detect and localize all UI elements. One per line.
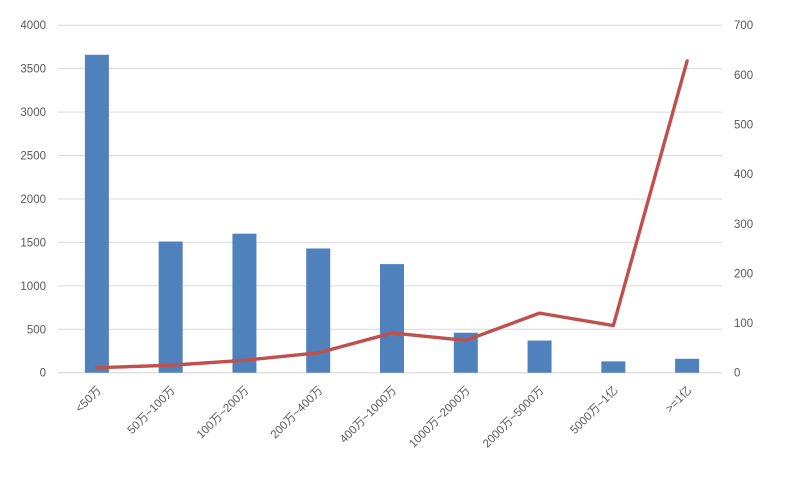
right-axis-tick-label: 300 [734,219,753,231]
right-axis-tick-label: 600 [734,70,753,82]
left-axis-tick-label: 3000 [20,107,46,119]
x-axis-category-label: 50万~100万 [126,385,178,437]
left-axis-tick-label: 3500 [20,64,46,76]
left-axis-tick-label: 2000 [20,194,46,206]
x-axis-category-label: 100万~200万 [195,385,252,442]
bar [675,358,700,373]
bar [380,264,404,373]
left-axis-tick-label: 500 [27,324,46,336]
bar [527,340,552,373]
trend-line [95,59,689,370]
left-axis-tick-label: 0 [40,368,46,380]
bar [84,54,109,373]
x-axis-category-label: <50万 [74,385,104,415]
bar [158,241,183,373]
right-axis-tick-label: 100 [734,318,753,330]
x-axis-category-label: 5000万~1亿 [568,384,621,437]
left-axis-tick-label: 1500 [20,237,46,249]
x-axis-category-label: 1000万~2000万 [407,385,473,451]
x-axis-category-label: >=1亿 [663,384,694,415]
left-axis-tick-label: 1000 [20,281,46,293]
left-axis-tick-label: 4000 [20,20,46,32]
right-axis-tick-label: 200 [734,268,753,280]
x-axis-category-label: 400万~1000万 [338,385,399,446]
right-axis-tick-label: 500 [734,119,753,131]
x-axis-category-label: 2000万~5000万 [481,385,547,451]
right-axis-tick-label: 0 [734,368,740,380]
bar [232,233,257,373]
right-axis-tick-label: 400 [734,169,753,181]
bar [601,361,626,373]
x-axis-category-label: 200万~400万 [269,385,326,442]
left-axis-tick-label: 2500 [20,151,46,163]
right-axis-tick-label: 700 [734,20,753,32]
